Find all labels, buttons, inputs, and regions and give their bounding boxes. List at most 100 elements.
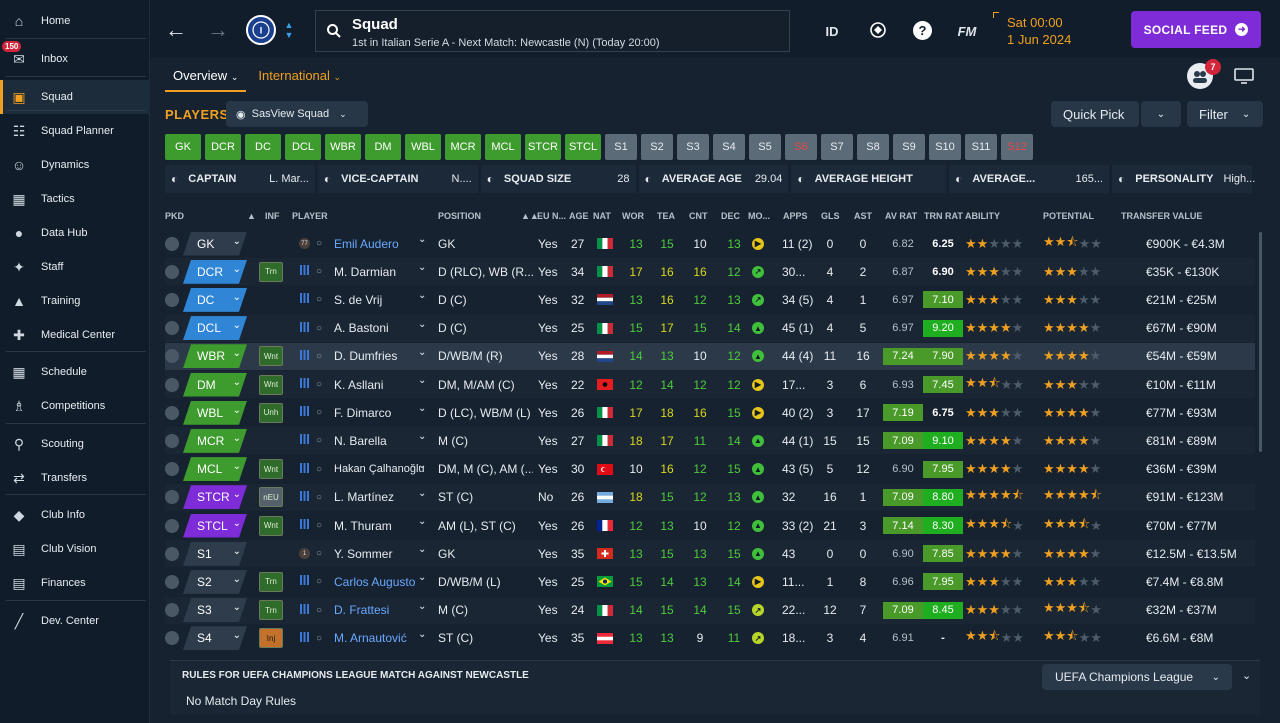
position-box[interactable]: STCR ⌄: [183, 485, 247, 509]
table-row[interactable]: S3 ⌄ Trn ○ D. Frattesi ⌄ M (C) Yes 24 14 15 14 15 ↗ 22…: [165, 596, 1255, 624]
col-ast[interactable]: AST: [854, 211, 872, 221]
chip-s10[interactable]: S10: [929, 134, 961, 160]
pkd-indicator[interactable]: [165, 456, 179, 483]
tab-overview[interactable]: Overview ⌄: [165, 62, 247, 92]
chip-gk[interactable]: GK: [165, 134, 201, 160]
player-name[interactable]: M. Darmian: [334, 264, 397, 279]
position-box[interactable]: S3 ⌄: [183, 598, 247, 622]
info-personality[interactable]: ◐ PERSONALITY High...: [1112, 165, 1255, 193]
info-vice-captain[interactable]: ◐ VICE-CAPTAIN N....: [317, 165, 478, 193]
chip-s2[interactable]: S2: [641, 134, 673, 160]
chevron-down-icon[interactable]: ⌄: [418, 403, 427, 415]
pkd-indicator[interactable]: [165, 371, 179, 398]
pkd-indicator[interactable]: [165, 230, 179, 257]
quick-pick-button[interactable]: Quick Pick: [1051, 101, 1139, 127]
player-name[interactable]: M. Thuram: [334, 518, 392, 533]
chevron-down-icon[interactable]: ⌄: [418, 516, 427, 527]
col-position[interactable]: POSITION: [438, 211, 482, 221]
chip-dcr[interactable]: DCR: [205, 134, 241, 160]
chip-wbr[interactable]: WBR: [325, 134, 361, 160]
col-nat[interactable]: NAT: [593, 211, 611, 221]
inf-badge[interactable]: Unh: [259, 402, 283, 423]
col-gls[interactable]: GLS: [821, 211, 840, 221]
inf-badge[interactable]: Wnt: [259, 515, 283, 536]
col-dec[interactable]: DEC: [721, 211, 741, 221]
sidebar-item-dev-center[interactable]: ╱ Dev. Center: [0, 604, 150, 638]
pkd-indicator[interactable]: [165, 427, 179, 454]
table-row[interactable]: GK ⌄ 77 ○ Emil Audero ⌄ GK Yes 27 13 15 10 13 ▶ 11 (2)…: [165, 230, 1255, 257]
player-name[interactable]: L. Martínez: [334, 490, 395, 505]
player-name[interactable]: S. de Vrij: [334, 292, 383, 307]
col-transfer-value[interactable]: TRANSFER VALUE: [1121, 211, 1203, 221]
col-potential[interactable]: POTENTIAL: [1043, 211, 1094, 221]
col-ability[interactable]: ABILITY: [965, 211, 1000, 221]
position-box[interactable]: STCL ⌄: [183, 514, 247, 538]
id-button[interactable]: ID: [825, 23, 839, 39]
filter-button[interactable]: Filter ⌄: [1187, 101, 1263, 127]
position-selector[interactable]: DC ⌄: [183, 286, 247, 313]
position-selector[interactable]: STCR ⌄: [183, 484, 247, 511]
pkd-indicator[interactable]: [165, 512, 179, 539]
chevron-down-icon[interactable]: ⌄: [418, 290, 427, 302]
position-selector[interactable]: S2 ⌄: [183, 568, 247, 595]
table-row[interactable]: DCL ⌄ ○ A. Bastoni ⌄ D (C) Yes 25 15 17 15 14 ▲ 45 (1…: [165, 314, 1255, 342]
player-name[interactable]: Y. Sommer: [334, 546, 393, 561]
position-box[interactable]: WBR ⌄: [183, 344, 247, 368]
game-date[interactable]: Sat 00:00 1 Jun 2024: [1000, 14, 1071, 48]
inf-badge[interactable]: nEU: [259, 487, 283, 508]
quick-pick-dropdown[interactable]: ⌄: [1141, 101, 1181, 127]
forward-arrow-icon[interactable]: →: [207, 17, 229, 42]
chevron-down-icon[interactable]: ⌄: [418, 346, 427, 358]
info-average-[interactable]: ◐ AVERAGE... 165...: [949, 165, 1109, 193]
info-squad-size[interactable]: ◐ SQUAD SIZE 28: [480, 165, 636, 193]
pkd-indicator[interactable]: [165, 568, 179, 595]
chevron-down-icon[interactable]: ⌄: [418, 431, 427, 443]
social-feed-button[interactable]: SOCIAL FEED ➜: [1131, 11, 1261, 48]
col-player[interactable]: PLAYER: [292, 211, 328, 221]
pkd-indicator[interactable]: [165, 597, 179, 624]
position-selector[interactable]: MCL ⌄: [183, 456, 247, 483]
competition-dropdown[interactable]: UEFA Champions League ⌄: [1042, 664, 1232, 690]
sidebar-item-inbox[interactable]: ✉ Inbox: [0, 42, 150, 76]
sidebar-item-competitions[interactable]: ♗ Competitions: [0, 389, 150, 423]
monitor-icon[interactable]: [1233, 66, 1255, 86]
club-crest-icon[interactable]: I: [246, 15, 276, 45]
position-box[interactable]: DCR ⌄: [183, 260, 247, 284]
col-inf[interactable]: INF: [265, 211, 280, 221]
player-name[interactable]: Carlos Augusto: [334, 574, 416, 589]
player-name[interactable]: Emil Audero: [334, 236, 399, 251]
table-row[interactable]: WBR ⌄ Wnt ○ D. Dumfries ⌄ D/WB/M (R) Yes 28 14 13 1…: [165, 342, 1255, 370]
table-row[interactable]: S4 ⌄ Inj ○ M. Arnautović ⌄ ST (C) Yes 35 13 13 9 11 ↗…: [165, 625, 1255, 652]
sidebar-item-transfers[interactable]: ⇄ Transfers: [0, 461, 150, 495]
inf-badge[interactable]: Trn: [259, 261, 283, 282]
sidebar-item-training[interactable]: ▲ Training: [0, 284, 150, 318]
col-wor[interactable]: WOR: [622, 211, 644, 221]
chevron-down-icon[interactable]: ⌄: [418, 234, 427, 245]
col-avrat[interactable]: AV RAT: [885, 211, 918, 221]
chevron-down-icon[interactable]: ⌄: [418, 375, 427, 386]
position-box[interactable]: S4 ⌄: [183, 626, 247, 650]
table-row[interactable]: DC ⌄ ○ S. de Vrij ⌄ D (C) Yes 32 13 16 12 13 ↗ 34 (5)…: [165, 286, 1255, 313]
chevron-down-icon[interactable]: ⌄: [418, 487, 427, 499]
col-trnrat[interactable]: TRN RAT: [924, 211, 963, 221]
position-selector[interactable]: WBL ⌄: [183, 399, 247, 426]
position-selector[interactable]: DCR ⌄: [183, 258, 247, 285]
position-box[interactable]: DM ⌄: [183, 373, 247, 397]
chip-wbl[interactable]: WBL: [405, 134, 441, 160]
position-selector[interactable]: GK ⌄: [183, 230, 247, 257]
player-name[interactable]: Hakan Çalhanoğlu: [334, 463, 425, 476]
chip-s8[interactable]: S8: [857, 134, 889, 160]
position-selector[interactable]: S3 ⌄: [183, 597, 247, 624]
chevron-down-icon[interactable]: ⌄: [418, 572, 427, 584]
chip-s3[interactable]: S3: [677, 134, 709, 160]
chip-mcr[interactable]: MCR: [445, 134, 481, 160]
page-search-box[interactable]: Squad 1st in Italian Serie A - Next Matc…: [315, 10, 790, 52]
crest-menu-icon[interactable]: [868, 20, 888, 40]
pkd-indicator[interactable]: [165, 343, 179, 370]
sidebar-item-staff[interactable]: ✦ Staff: [0, 250, 150, 284]
table-row[interactable]: S2 ⌄ Trn ○ Carlos Augusto ⌄ D/WB/M (L) Yes 25 15 1…: [165, 568, 1255, 595]
chip-s4[interactable]: S4: [713, 134, 745, 160]
view-dropdown[interactable]: ◉ SasView Squad ⌄: [226, 101, 368, 127]
back-arrow-icon[interactable]: ←: [165, 17, 187, 42]
player-name[interactable]: F. Dimarco: [334, 405, 392, 420]
